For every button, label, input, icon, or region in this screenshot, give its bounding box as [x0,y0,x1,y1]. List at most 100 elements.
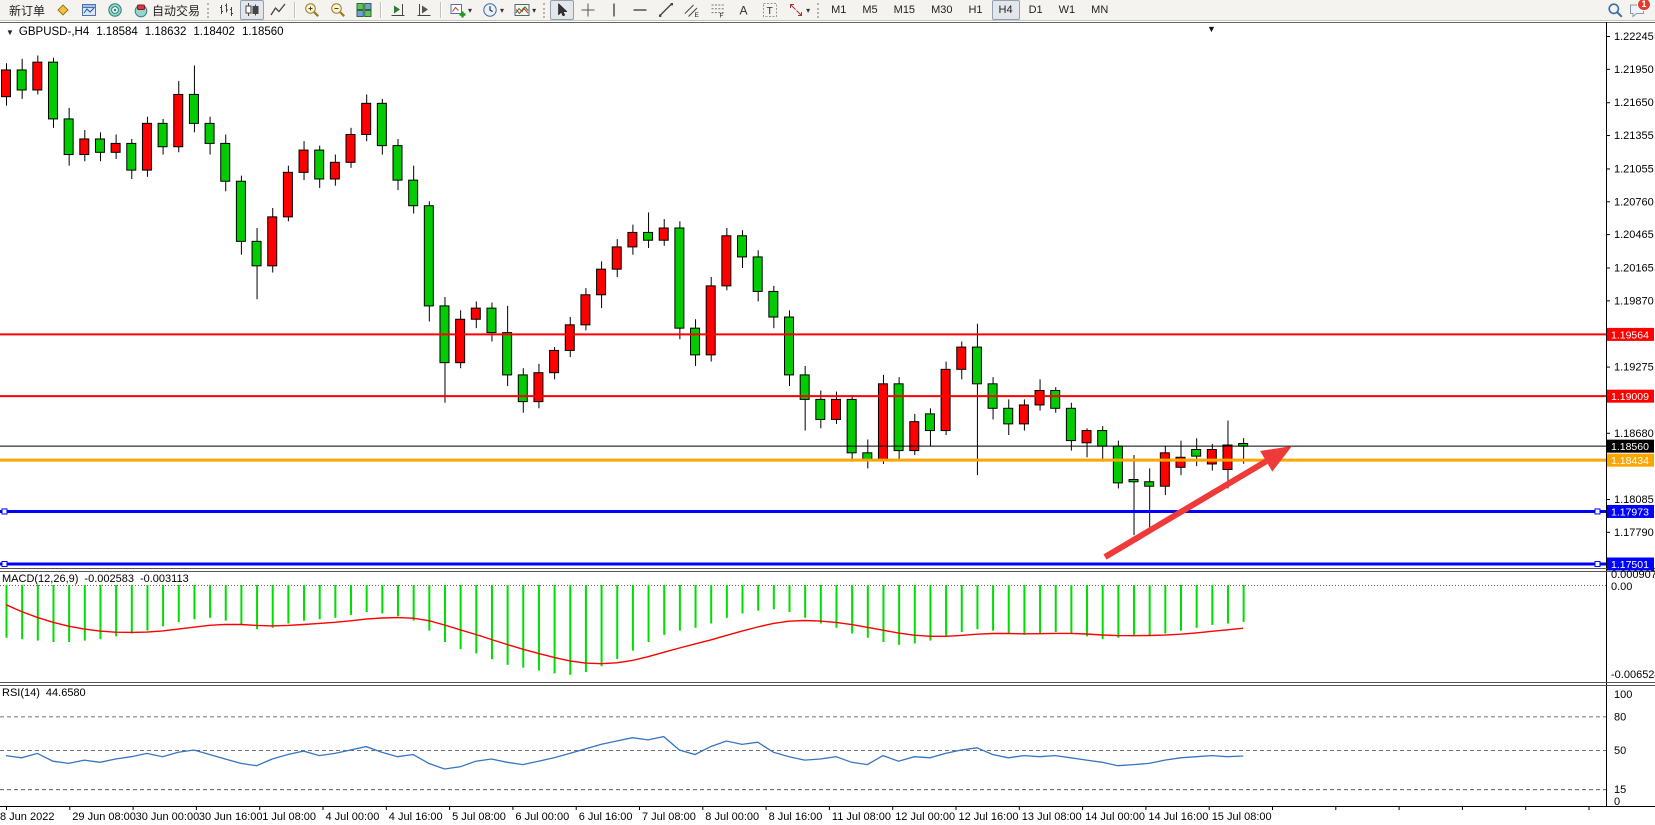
ohlc-low: 1.18402 [193,26,235,38]
svg-text:1.18560: 1.18560 [1611,441,1649,453]
text-label-icon: T [762,2,778,18]
svg-text:8 Jun 2022: 8 Jun 2022 [0,811,54,823]
new-order-button-label: 新订单 [9,3,46,18]
timeframe-m5-button[interactable]: M5 [862,4,878,16]
svg-text:0.000907: 0.000907 [1611,569,1655,581]
time-axis[interactable]: 8 Jun 2022 29 Jun 08:00 30 Jun 00:00 30 Jun… [0,806,1590,823]
chart-title: ▼ GBPUSD-,H4 1.18584 1.18632 1.18402 1.18560 [6,26,291,38]
signals-icon [107,2,123,18]
svg-text:12 Jul 00:00: 12 Jul 00:00 [895,811,955,823]
one-click-trading-caret[interactable]: ▼ [6,28,14,37]
rsi-name: RSI(14) [2,687,40,699]
timeframe-h4-button[interactable]: H4 [991,0,1020,20]
cursor-button[interactable] [550,0,575,20]
svg-text:1.18085: 1.18085 [1614,494,1654,506]
bar-chart-button[interactable] [214,0,238,20]
indicators-button[interactable]: ▾ [446,0,476,20]
bar-chart-icon [218,2,234,18]
ohlc-close: 1.18560 [241,26,284,38]
toolbar-separator [817,2,820,18]
crosshair-icon [580,2,596,18]
equidistant-channel-button[interactable]: E [680,0,704,20]
auto-scroll-icon [390,2,406,18]
svg-text:0.00: 0.00 [1611,581,1632,593]
rsi-value: 44.6580 [45,687,86,699]
timeframe-m30-button[interactable]: M30 [931,4,953,16]
svg-text:1.19275: 1.19275 [1614,362,1654,374]
svg-text:1.21355: 1.21355 [1614,130,1654,142]
zoom-out-button[interactable] [326,0,350,20]
timeframe-m1-button[interactable]: M1 [831,4,847,16]
svg-text:5 Jul 08:00: 5 Jul 08:00 [452,811,506,823]
ohlc-open: 1.18584 [96,26,138,38]
svg-text:1.21950: 1.21950 [1614,64,1654,76]
timeframe-d1-button[interactable]: D1 [1028,4,1043,16]
price-axis[interactable]: 1.22245 1.21950 1.21650 1.21355 1.21055 1.207… [1606,31,1654,539]
svg-text:15: 15 [1614,784,1626,796]
notification-count-badge: 1 [1636,0,1651,11]
autotrading-button[interactable]: 自动交易 [129,0,204,20]
svg-text:1 Jul 08:00: 1 Jul 08:00 [262,811,316,823]
svg-text:1.21650: 1.21650 [1614,97,1654,109]
line-chart-icon [270,2,286,18]
fibonacci-button[interactable]: F [706,0,730,20]
chart-symbol: GBPUSD-,H4 [18,26,90,38]
svg-text:1.17501: 1.17501 [1611,559,1649,571]
notifications-button[interactable]: 1 [1629,0,1651,18]
search-button[interactable] [1607,2,1623,18]
timeframe-mn-button[interactable]: MN [1091,4,1109,16]
svg-text:14 Jul 00:00: 14 Jul 00:00 [1085,811,1145,823]
periods-dropdown-caret[interactable]: ▾ [500,5,505,15]
svg-text:80: 80 [1614,711,1626,723]
horizontal-lines-layer[interactable]: 1.19564 1.19009 1.18560 1.18434 1.17973 1.175… [0,327,1654,571]
candles-layer [1,55,1249,536]
text-label-button[interactable]: T [758,0,782,20]
svg-text:15 Jul 08:00: 15 Jul 08:00 [1212,811,1272,823]
candlestick-chart-icon [244,2,260,18]
tile-windows-button[interactable] [352,0,376,20]
zoom-in-button[interactable] [300,0,324,20]
tile-windows-icon [356,2,372,18]
trendline-button[interactable] [654,0,678,20]
timeframe-m15-button[interactable]: M15 [893,4,916,16]
charts-window-button[interactable] [77,0,101,20]
svg-text:1.17790: 1.17790 [1614,527,1654,539]
vertical-line-button[interactable] [602,0,626,20]
toolbar-separator [380,2,383,18]
svg-text:T: T [767,5,774,17]
candlestick-chart-button[interactable] [240,0,265,20]
signals-button[interactable] [103,0,127,20]
chart-window-caret[interactable]: ▼ [1207,24,1216,34]
svg-text:50: 50 [1614,745,1626,757]
templates-button[interactable]: ▾ [510,0,540,20]
templates-dropdown-caret[interactable]: ▾ [532,5,537,15]
new-order-button[interactable]: 新订单 [4,0,49,20]
arrows-button[interactable]: ▾ [784,0,814,20]
arrows-dropdown-caret[interactable]: ▾ [806,5,811,15]
templates-icon [514,2,530,18]
chart-shift-icon [416,2,432,18]
text-icon: A [736,2,752,18]
svg-text:1.19009: 1.19009 [1611,391,1649,403]
svg-text:1.20465: 1.20465 [1614,229,1654,241]
horizontal-line-button[interactable] [628,0,652,20]
svg-text:7 Jul 08:00: 7 Jul 08:00 [642,811,696,823]
periods-button[interactable]: ▾ [478,0,508,20]
auto-scroll-button[interactable] [386,0,410,20]
crosshair-button[interactable] [576,0,600,20]
svg-text:1.19870: 1.19870 [1614,295,1654,307]
timeframe-h1-button[interactable]: H1 [968,4,983,16]
line-chart-button[interactable] [266,0,290,20]
indicators-dropdown-caret[interactable]: ▾ [468,5,473,15]
timeframe-w1-button[interactable]: W1 [1058,4,1076,16]
trend-arrow[interactable] [1103,446,1292,560]
svg-text:4 Jul 16:00: 4 Jul 16:00 [389,811,443,823]
text-button[interactable]: A [732,0,756,20]
svg-text:-0.006524: -0.006524 [1611,669,1655,681]
svg-text:4 Jul 00:00: 4 Jul 00:00 [326,811,380,823]
chart-shift-button[interactable] [412,0,436,20]
metaeditor-button[interactable] [51,0,75,20]
